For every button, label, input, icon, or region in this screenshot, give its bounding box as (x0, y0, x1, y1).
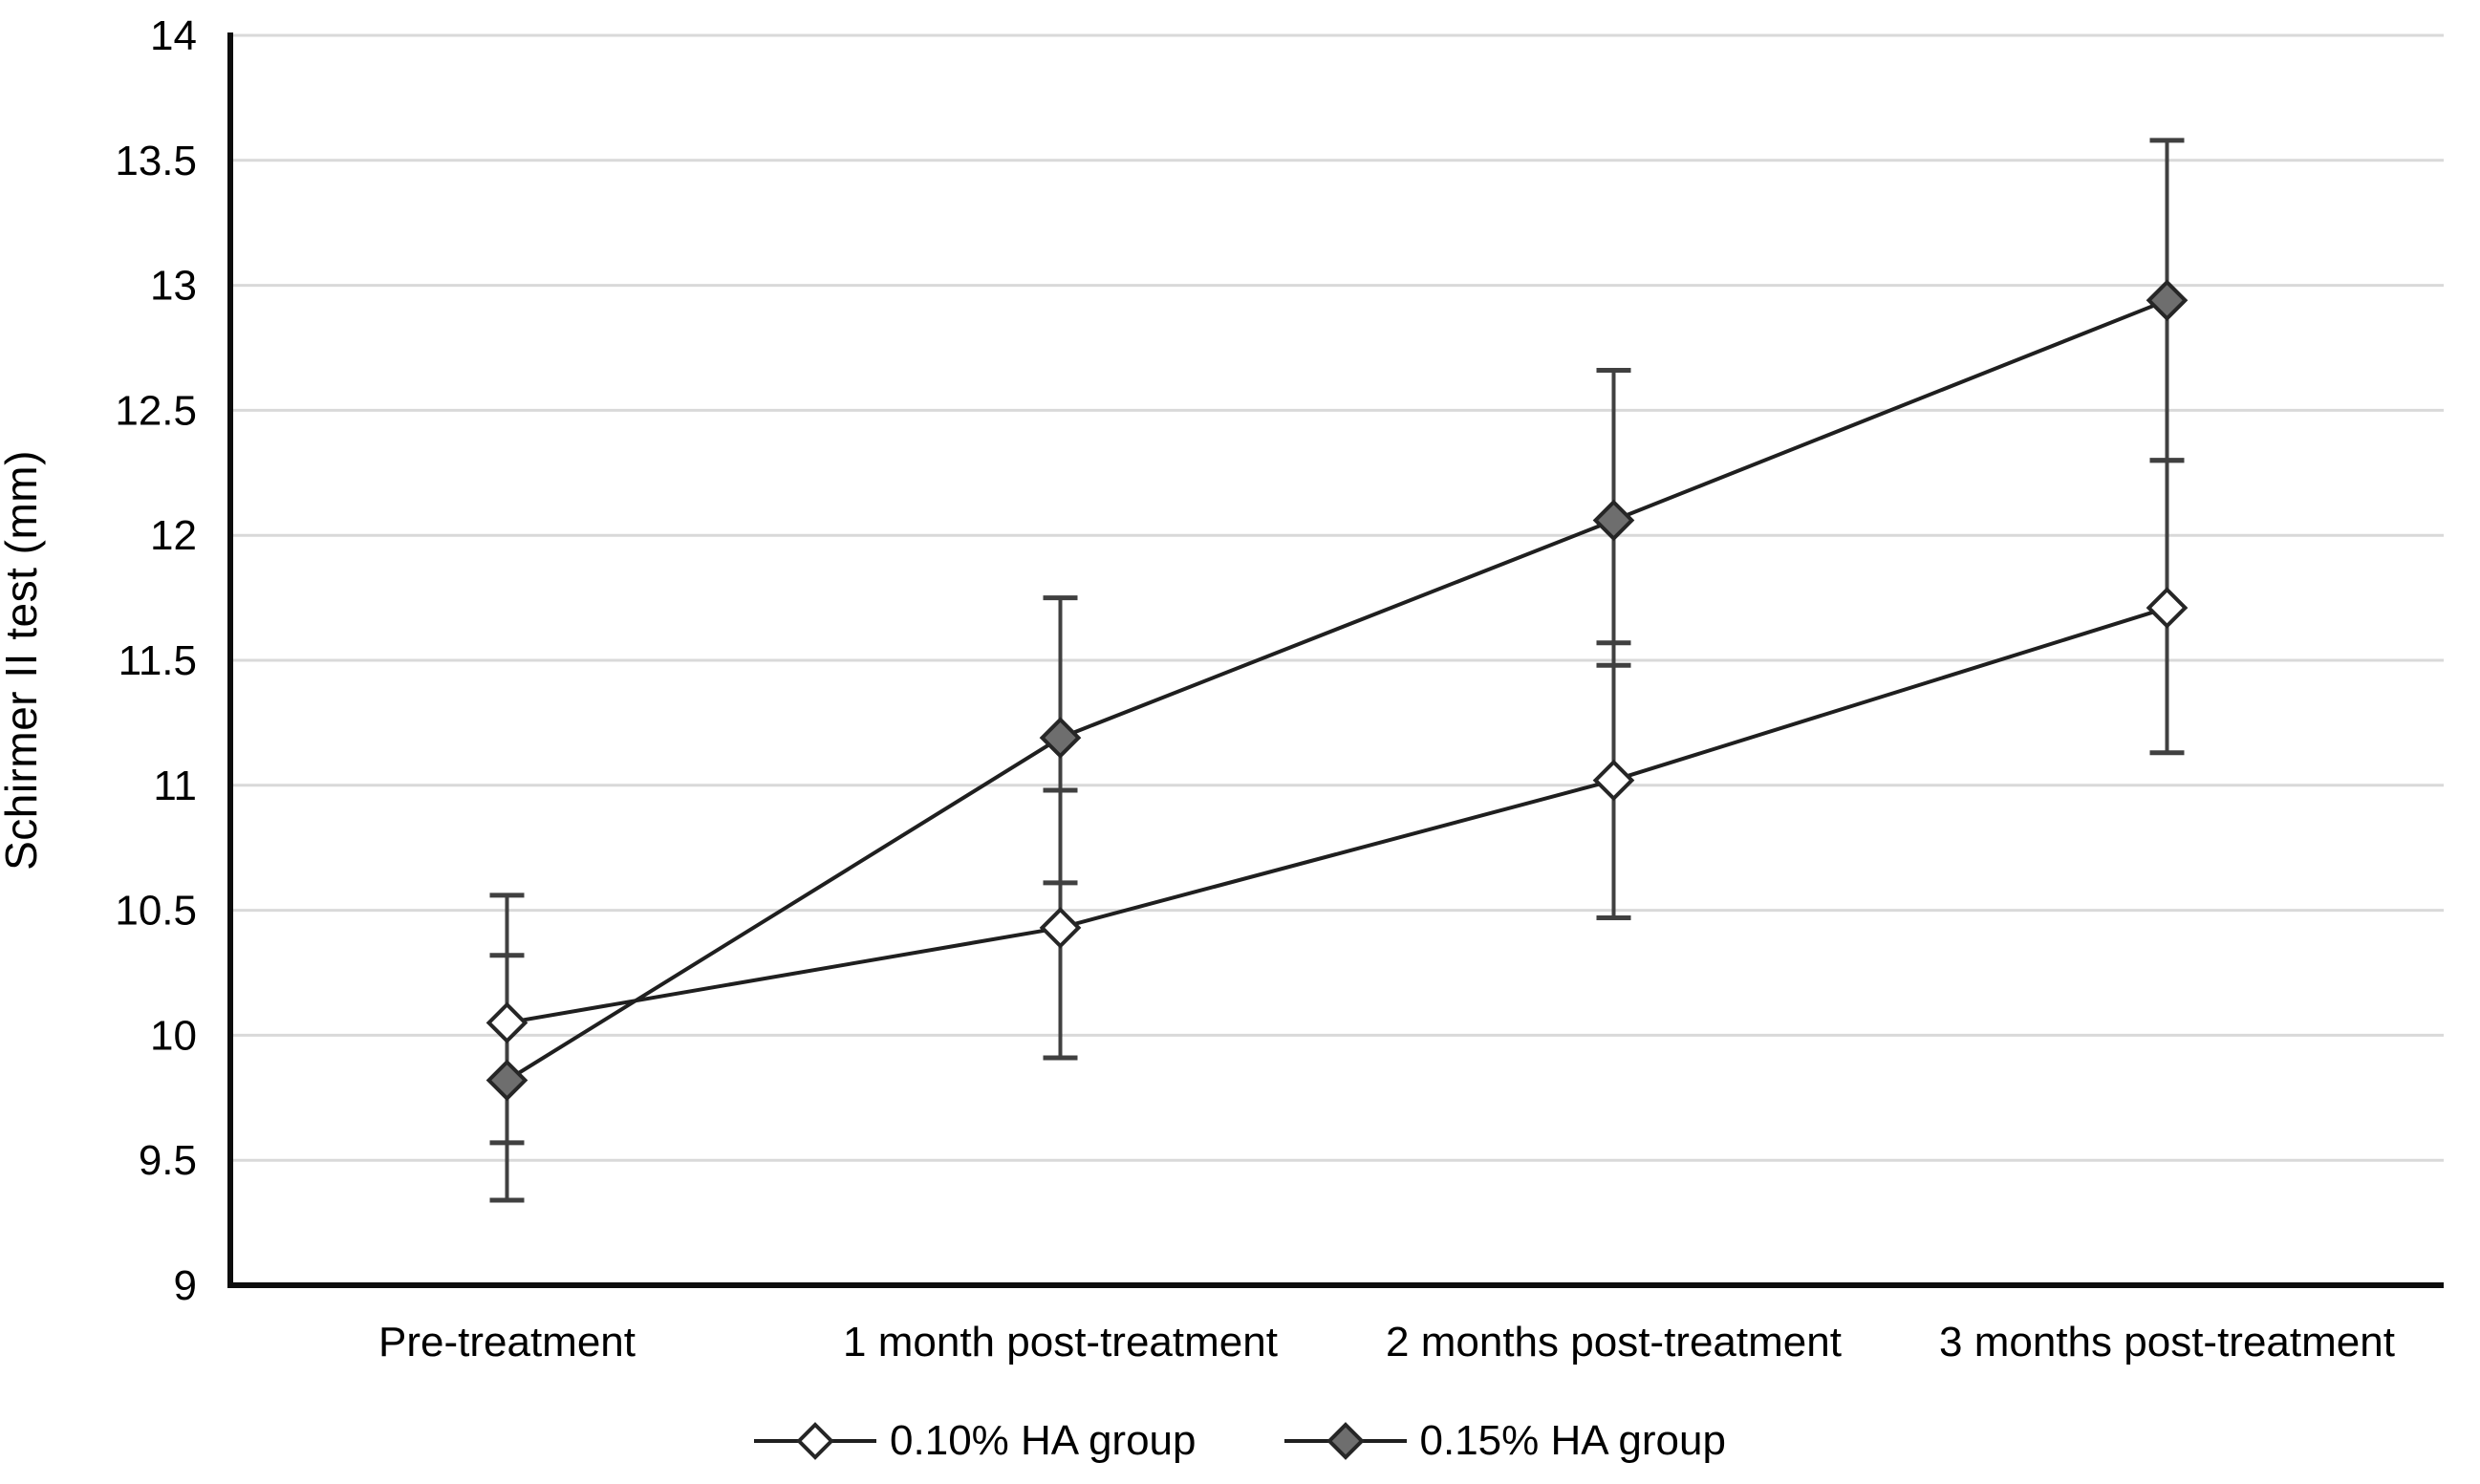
y-tick-label: 10.5 (115, 888, 197, 935)
legend-label: 0.15% HA group (1419, 1417, 1726, 1464)
y-tick-label: 14 (150, 12, 197, 59)
x-tick-label: 1 month post-treatment (843, 1319, 1278, 1366)
y-tick-label: 11.5 (119, 637, 197, 684)
filled-diamond-marker (2146, 279, 2189, 322)
series-line-0-10-ha (507, 606, 2168, 1025)
x-tick-label: 3 months post-treatment (1939, 1319, 2395, 1366)
y-tick-label: 13 (150, 263, 197, 310)
chart-legend: 0.10% HA group 0.15% HA group (0, 1412, 2480, 1470)
open-diamond-marker (2146, 587, 2189, 629)
filled-diamond-legend-icon (1283, 1422, 1407, 1460)
open-diamond-legend-icon (754, 1422, 877, 1460)
series-line-0-15-ha (506, 298, 2168, 1083)
y-tick-label: 13.5 (115, 138, 197, 184)
filled-diamond-marker (485, 1059, 528, 1102)
filled-diamond-marker (1592, 499, 1635, 542)
x-tick-label: 2 months post-treatment (1386, 1319, 1842, 1366)
legend-item-0-10-ha-group: 0.10% HA group (754, 1417, 1197, 1465)
open-diamond-marker (1039, 907, 1082, 949)
y-tick-label: 9 (174, 1262, 197, 1309)
legend-label: 0.10% HA group (890, 1417, 1197, 1464)
y-tick-label: 12.5 (115, 387, 197, 434)
x-tick-label: Pre-treatment (378, 1319, 636, 1366)
y-tick-label: 12 (150, 512, 197, 559)
open-diamond-marker (485, 1001, 528, 1044)
filled-diamond-marker (1039, 717, 1082, 759)
y-tick-label: 11 (153, 763, 197, 809)
legend-item-0-15-ha-group: 0.15% HA group (1283, 1417, 1726, 1465)
y-tick-label: 10 (150, 1012, 197, 1059)
open-diamond-marker (1592, 759, 1635, 802)
y-tick-label: 9.5 (139, 1137, 197, 1184)
